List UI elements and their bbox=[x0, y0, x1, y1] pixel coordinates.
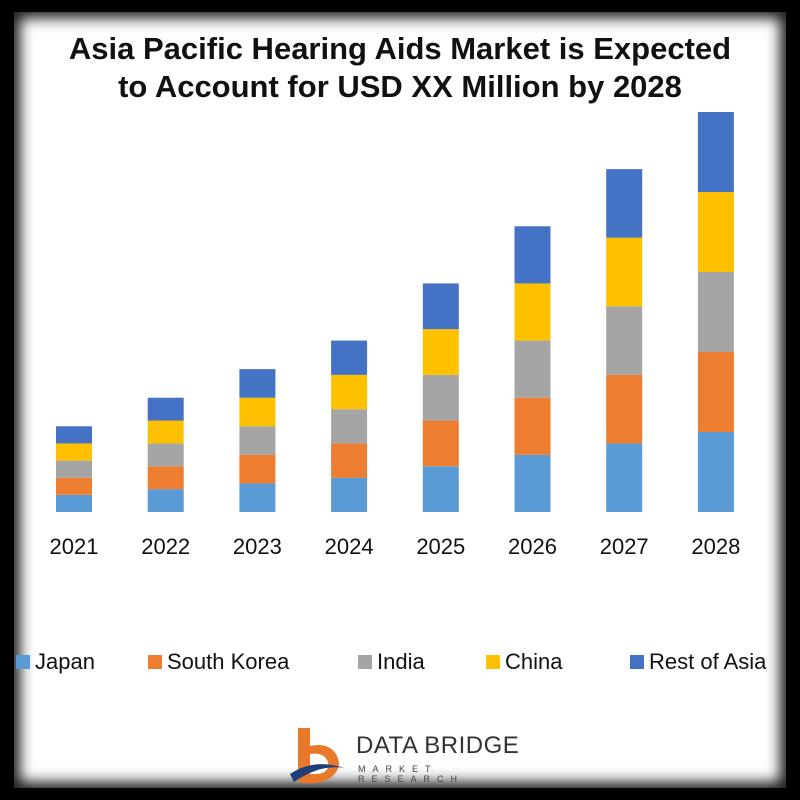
bar-2022-rest-of-asia bbox=[148, 398, 184, 421]
legend-item-south-korea: South Korea bbox=[148, 644, 289, 680]
bar-2024-china bbox=[331, 375, 367, 409]
bar-2023-india bbox=[239, 426, 275, 455]
legend-label: Rest of Asia bbox=[649, 649, 766, 675]
bar-2027-south-korea bbox=[606, 375, 642, 444]
bar-2027-india bbox=[606, 306, 642, 375]
bar-2024-rest-of-asia bbox=[331, 341, 367, 375]
logo-name: DATA BRIDGE bbox=[356, 732, 519, 760]
legend-label: China bbox=[505, 649, 562, 675]
legend-label: Japan bbox=[35, 649, 95, 675]
bar-2023-south-korea bbox=[239, 455, 275, 484]
bar-2025-south-korea bbox=[423, 421, 459, 467]
logo-tagline: MARKET RESEARCH bbox=[358, 764, 524, 784]
legend-item-india: India bbox=[358, 644, 425, 680]
bar-2025-china bbox=[423, 329, 459, 375]
x-tick-label: 2021 bbox=[50, 534, 99, 559]
bar-2025-rest-of-asia bbox=[423, 283, 459, 329]
bar-2025-india bbox=[423, 375, 459, 421]
legend-swatch bbox=[630, 655, 644, 669]
legend-swatch bbox=[16, 655, 30, 669]
bar-2028-japan bbox=[698, 432, 734, 512]
x-tick-label: 2025 bbox=[416, 534, 465, 559]
bar-2028-rest-of-asia bbox=[698, 112, 734, 192]
x-tick-label: 2028 bbox=[691, 534, 740, 559]
x-tick-label: 2022 bbox=[141, 534, 190, 559]
legend-swatch bbox=[148, 655, 162, 669]
bar-2021-china bbox=[56, 443, 92, 460]
bar-2028-india bbox=[698, 272, 734, 352]
bar-2026-japan bbox=[515, 455, 551, 512]
bar-2025-japan bbox=[423, 466, 459, 512]
x-tick-label: 2023 bbox=[233, 534, 282, 559]
bar-2024-india bbox=[331, 409, 367, 443]
bar-2023-rest-of-asia bbox=[239, 369, 275, 398]
legend-label: India bbox=[377, 649, 425, 675]
bar-2021-india bbox=[56, 461, 92, 478]
bar-2028-china bbox=[698, 192, 734, 272]
chart-panel: Asia Pacific Hearing Aids Market is Expe… bbox=[14, 12, 786, 788]
bar-2021-japan bbox=[56, 495, 92, 512]
chart-legend: Japan South Korea India China Rest of Asia bbox=[14, 644, 786, 680]
bar-2022-india bbox=[148, 443, 184, 466]
bar-2027-rest-of-asia bbox=[606, 169, 642, 238]
bar-2021-rest-of-asia bbox=[56, 426, 92, 443]
bar-2022-china bbox=[148, 421, 184, 444]
stacked-bar-chart: 2021 2022 2023 2024 2025 2026 2027 2028 bbox=[14, 12, 786, 632]
logo-mark-icon bbox=[284, 724, 354, 786]
bar-2026-south-korea bbox=[515, 398, 551, 455]
legend-item-china: China bbox=[486, 644, 562, 680]
bar-2026-china bbox=[515, 283, 551, 340]
legend-swatch bbox=[486, 655, 500, 669]
bar-2022-south-korea bbox=[148, 466, 184, 489]
bar-2028-south-korea bbox=[698, 352, 734, 432]
legend-swatch bbox=[358, 655, 372, 669]
legend-item-rest-of-asia: Rest of Asia bbox=[630, 644, 766, 680]
bar-2026-india bbox=[515, 341, 551, 398]
x-tick-label: 2024 bbox=[325, 534, 374, 559]
bar-2023-japan bbox=[239, 483, 275, 512]
bar-2026-rest-of-asia bbox=[515, 226, 551, 283]
company-logo: DATA BRIDGE MARKET RESEARCH bbox=[284, 724, 524, 786]
bar-2024-japan bbox=[331, 478, 367, 512]
legend-item-japan: Japan bbox=[16, 644, 95, 680]
x-tick-label: 2026 bbox=[508, 534, 557, 559]
legend-label: South Korea bbox=[167, 649, 289, 675]
bar-2024-south-korea bbox=[331, 443, 367, 477]
bar-2021-south-korea bbox=[56, 478, 92, 495]
x-tick-label: 2027 bbox=[600, 534, 649, 559]
bar-2023-china bbox=[239, 398, 275, 427]
bar-2027-china bbox=[606, 238, 642, 307]
bar-2027-japan bbox=[606, 443, 642, 512]
bar-2022-japan bbox=[148, 489, 184, 512]
